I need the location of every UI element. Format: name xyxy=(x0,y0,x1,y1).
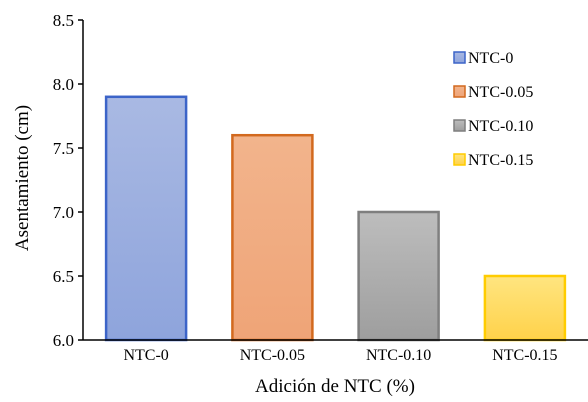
legend-swatch xyxy=(453,119,466,132)
legend-label: NTC-0.10 xyxy=(468,118,533,135)
y-tick-label: 6.5 xyxy=(53,267,74,286)
legend-label: NTC-0 xyxy=(468,50,513,67)
y-tick-label: 8.5 xyxy=(53,11,74,30)
legend-label: NTC-0.05 xyxy=(468,84,533,101)
x-axis-title: Adición de NTC (%) xyxy=(255,376,415,397)
x-tick-label: NTC-0.15 xyxy=(492,347,557,364)
bar-ntc-0-15 xyxy=(483,274,567,342)
x-tick-label: NTC-0.05 xyxy=(240,347,305,364)
legend-swatch xyxy=(453,51,466,64)
legend-swatch xyxy=(453,153,466,166)
legend: NTC-0 NTC-0.05 NTC-0.10 NTC-0.15 xyxy=(453,50,533,169)
bar-ntc-0 xyxy=(104,95,188,342)
y-tick-label: 7.0 xyxy=(53,203,74,222)
y-axis-title-group: Asentamiento (cm) xyxy=(12,105,33,251)
bar-ntc-0-10 xyxy=(357,210,440,342)
x-tick-label: NTC-0.10 xyxy=(366,347,431,364)
x-tick-label: NTC-0 xyxy=(123,347,168,364)
y-tick-label: 6.0 xyxy=(53,331,74,350)
legend-label: NTC-0.15 xyxy=(468,152,533,169)
legend-swatch xyxy=(453,85,466,98)
y-tick-label: 7.5 xyxy=(53,139,74,158)
y-tick-label: 8.0 xyxy=(53,75,74,94)
bars xyxy=(104,95,567,342)
bar-ntc-0-05 xyxy=(231,133,314,342)
y-axis-title: Asentamiento (cm) xyxy=(12,105,33,251)
